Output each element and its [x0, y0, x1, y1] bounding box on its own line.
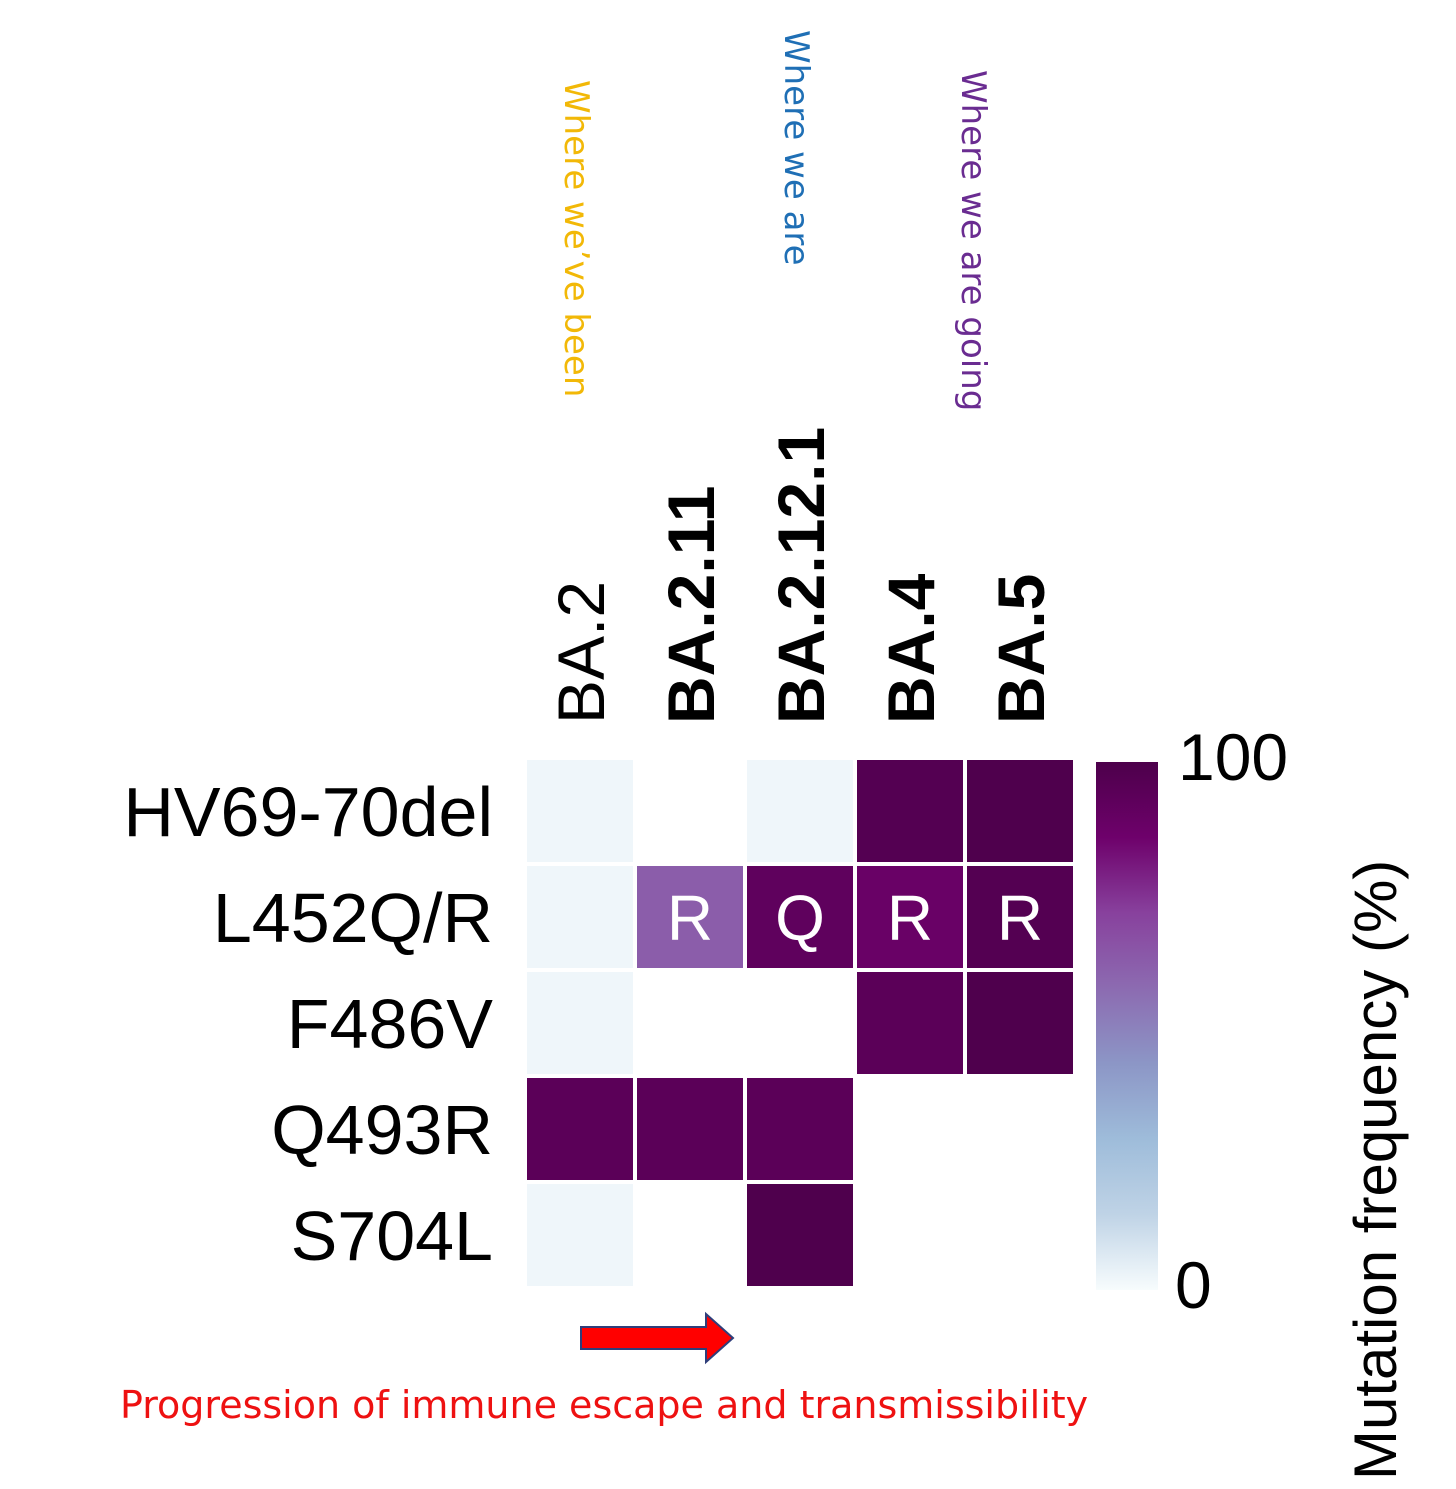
heatmap-cell [747, 1184, 853, 1286]
cell-label: Q [775, 882, 825, 954]
heatmap-cell [637, 1078, 743, 1180]
column-notes: Where we’ve been Where we are Where we a… [556, 30, 993, 411]
colorbar-title: Mutation frequency (%) [1342, 860, 1409, 1480]
note-where-we-are: Where we are [776, 30, 816, 266]
row-label-0: HV69-70del [123, 773, 493, 851]
heatmap-cell [967, 760, 1073, 862]
heatmap-cell [967, 1078, 1073, 1180]
caption-text: Progression of immune escape and transmi… [120, 1383, 1088, 1427]
note-where-weve-been: Where we’ve been [556, 80, 596, 397]
column-label-0: BA.2 [544, 581, 618, 724]
heatmap-cell [857, 1078, 963, 1180]
colorbar: 100 0 Mutation frequency (%) [1096, 720, 1409, 1480]
heatmap-cell [747, 1078, 853, 1180]
colorbar-gradient [1096, 762, 1158, 1290]
colorbar-max-label: 100 [1178, 720, 1288, 794]
column-label-4: BA.5 [984, 574, 1058, 724]
row-labels: HV69-70del L452Q/R F486V Q493R S704L [123, 773, 493, 1275]
heatmap-cell [637, 1184, 743, 1286]
heatmap-cell [637, 972, 743, 1074]
heatmap-cell [967, 866, 1073, 968]
heatmap-cell [527, 866, 633, 968]
note-where-we-are-going: Where we are going [953, 70, 993, 411]
progression-arrow [580, 1311, 735, 1365]
heatmap-cell [857, 1184, 963, 1286]
row-label-4: S704L [291, 1197, 493, 1275]
colorbar-min-label: 0 [1175, 1248, 1212, 1322]
row-label-1: L452Q/R [213, 879, 493, 957]
heatmap-cell [747, 866, 853, 968]
column-label-2: BA.2.12.1 [764, 427, 838, 724]
row-label-3: Q493R [271, 1091, 493, 1169]
heatmap-cell [747, 760, 853, 862]
heatmap-cells [527, 760, 1073, 1286]
heatmap-cell [527, 1184, 633, 1286]
heatmap-cell [857, 866, 963, 968]
cell-label: R [997, 882, 1043, 954]
row-label-2: F486V [287, 985, 494, 1063]
heatmap-cell [967, 972, 1073, 1074]
heatmap-cell [527, 1078, 633, 1180]
heatmap-cell [857, 760, 963, 862]
heatmap-cell [527, 972, 633, 1074]
heatmap-cell [747, 972, 853, 1074]
cell-label: R [667, 882, 713, 954]
heatmap-cell [637, 760, 743, 862]
progression-caption: Progression of immune escape and transmi… [120, 1311, 1088, 1427]
heatmap-cell [857, 972, 963, 1074]
column-labels: BA.2 BA.2.11 BA.2.12.1 BA.4 BA.5 [544, 427, 1058, 724]
column-label-1: BA.2.11 [654, 486, 728, 724]
column-label-3: BA.4 [874, 573, 948, 724]
cell-label: R [887, 882, 933, 954]
heatmap-cell [527, 760, 633, 862]
heatmap-cell [967, 1184, 1073, 1286]
heatmap-cell [637, 866, 743, 968]
